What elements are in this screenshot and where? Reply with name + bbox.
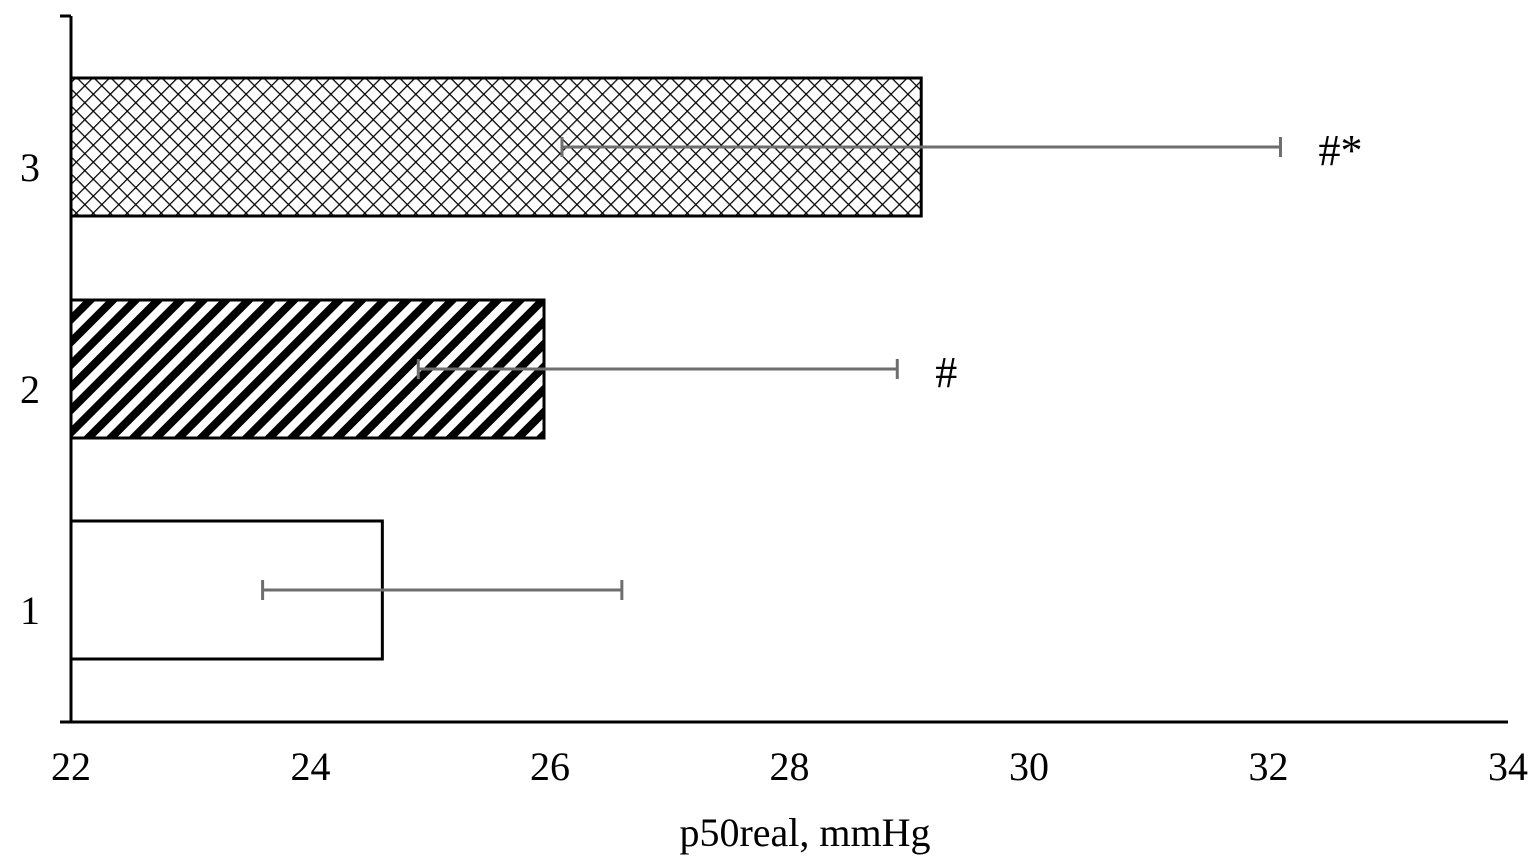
category-labels: 1 2 3 (20, 145, 40, 633)
x-tick-labels: 22 24 26 28 30 32 34 (51, 744, 1528, 789)
category-label-1: 1 (20, 588, 40, 633)
category-label-2: 2 (20, 367, 40, 412)
x-axis-title: p50real, mmHg (679, 810, 930, 855)
annotation-2: # (935, 348, 957, 397)
error-bars-layer (261, 137, 1282, 600)
category-label-3: 3 (20, 145, 40, 190)
x-tick-label-28: 28 (770, 744, 810, 789)
x-tick-label-22: 22 (51, 744, 91, 789)
annotation-3: #* (1318, 126, 1362, 175)
x-tick-label-32: 32 (1249, 744, 1289, 789)
x-tick-label-34: 34 (1488, 744, 1528, 789)
axes (60, 14, 1508, 724)
x-tick-label-24: 24 (291, 744, 331, 789)
x-tick-label-30: 30 (1009, 744, 1049, 789)
significance-annotations: # #* (935, 126, 1362, 397)
x-tick-label-26: 26 (530, 744, 570, 789)
